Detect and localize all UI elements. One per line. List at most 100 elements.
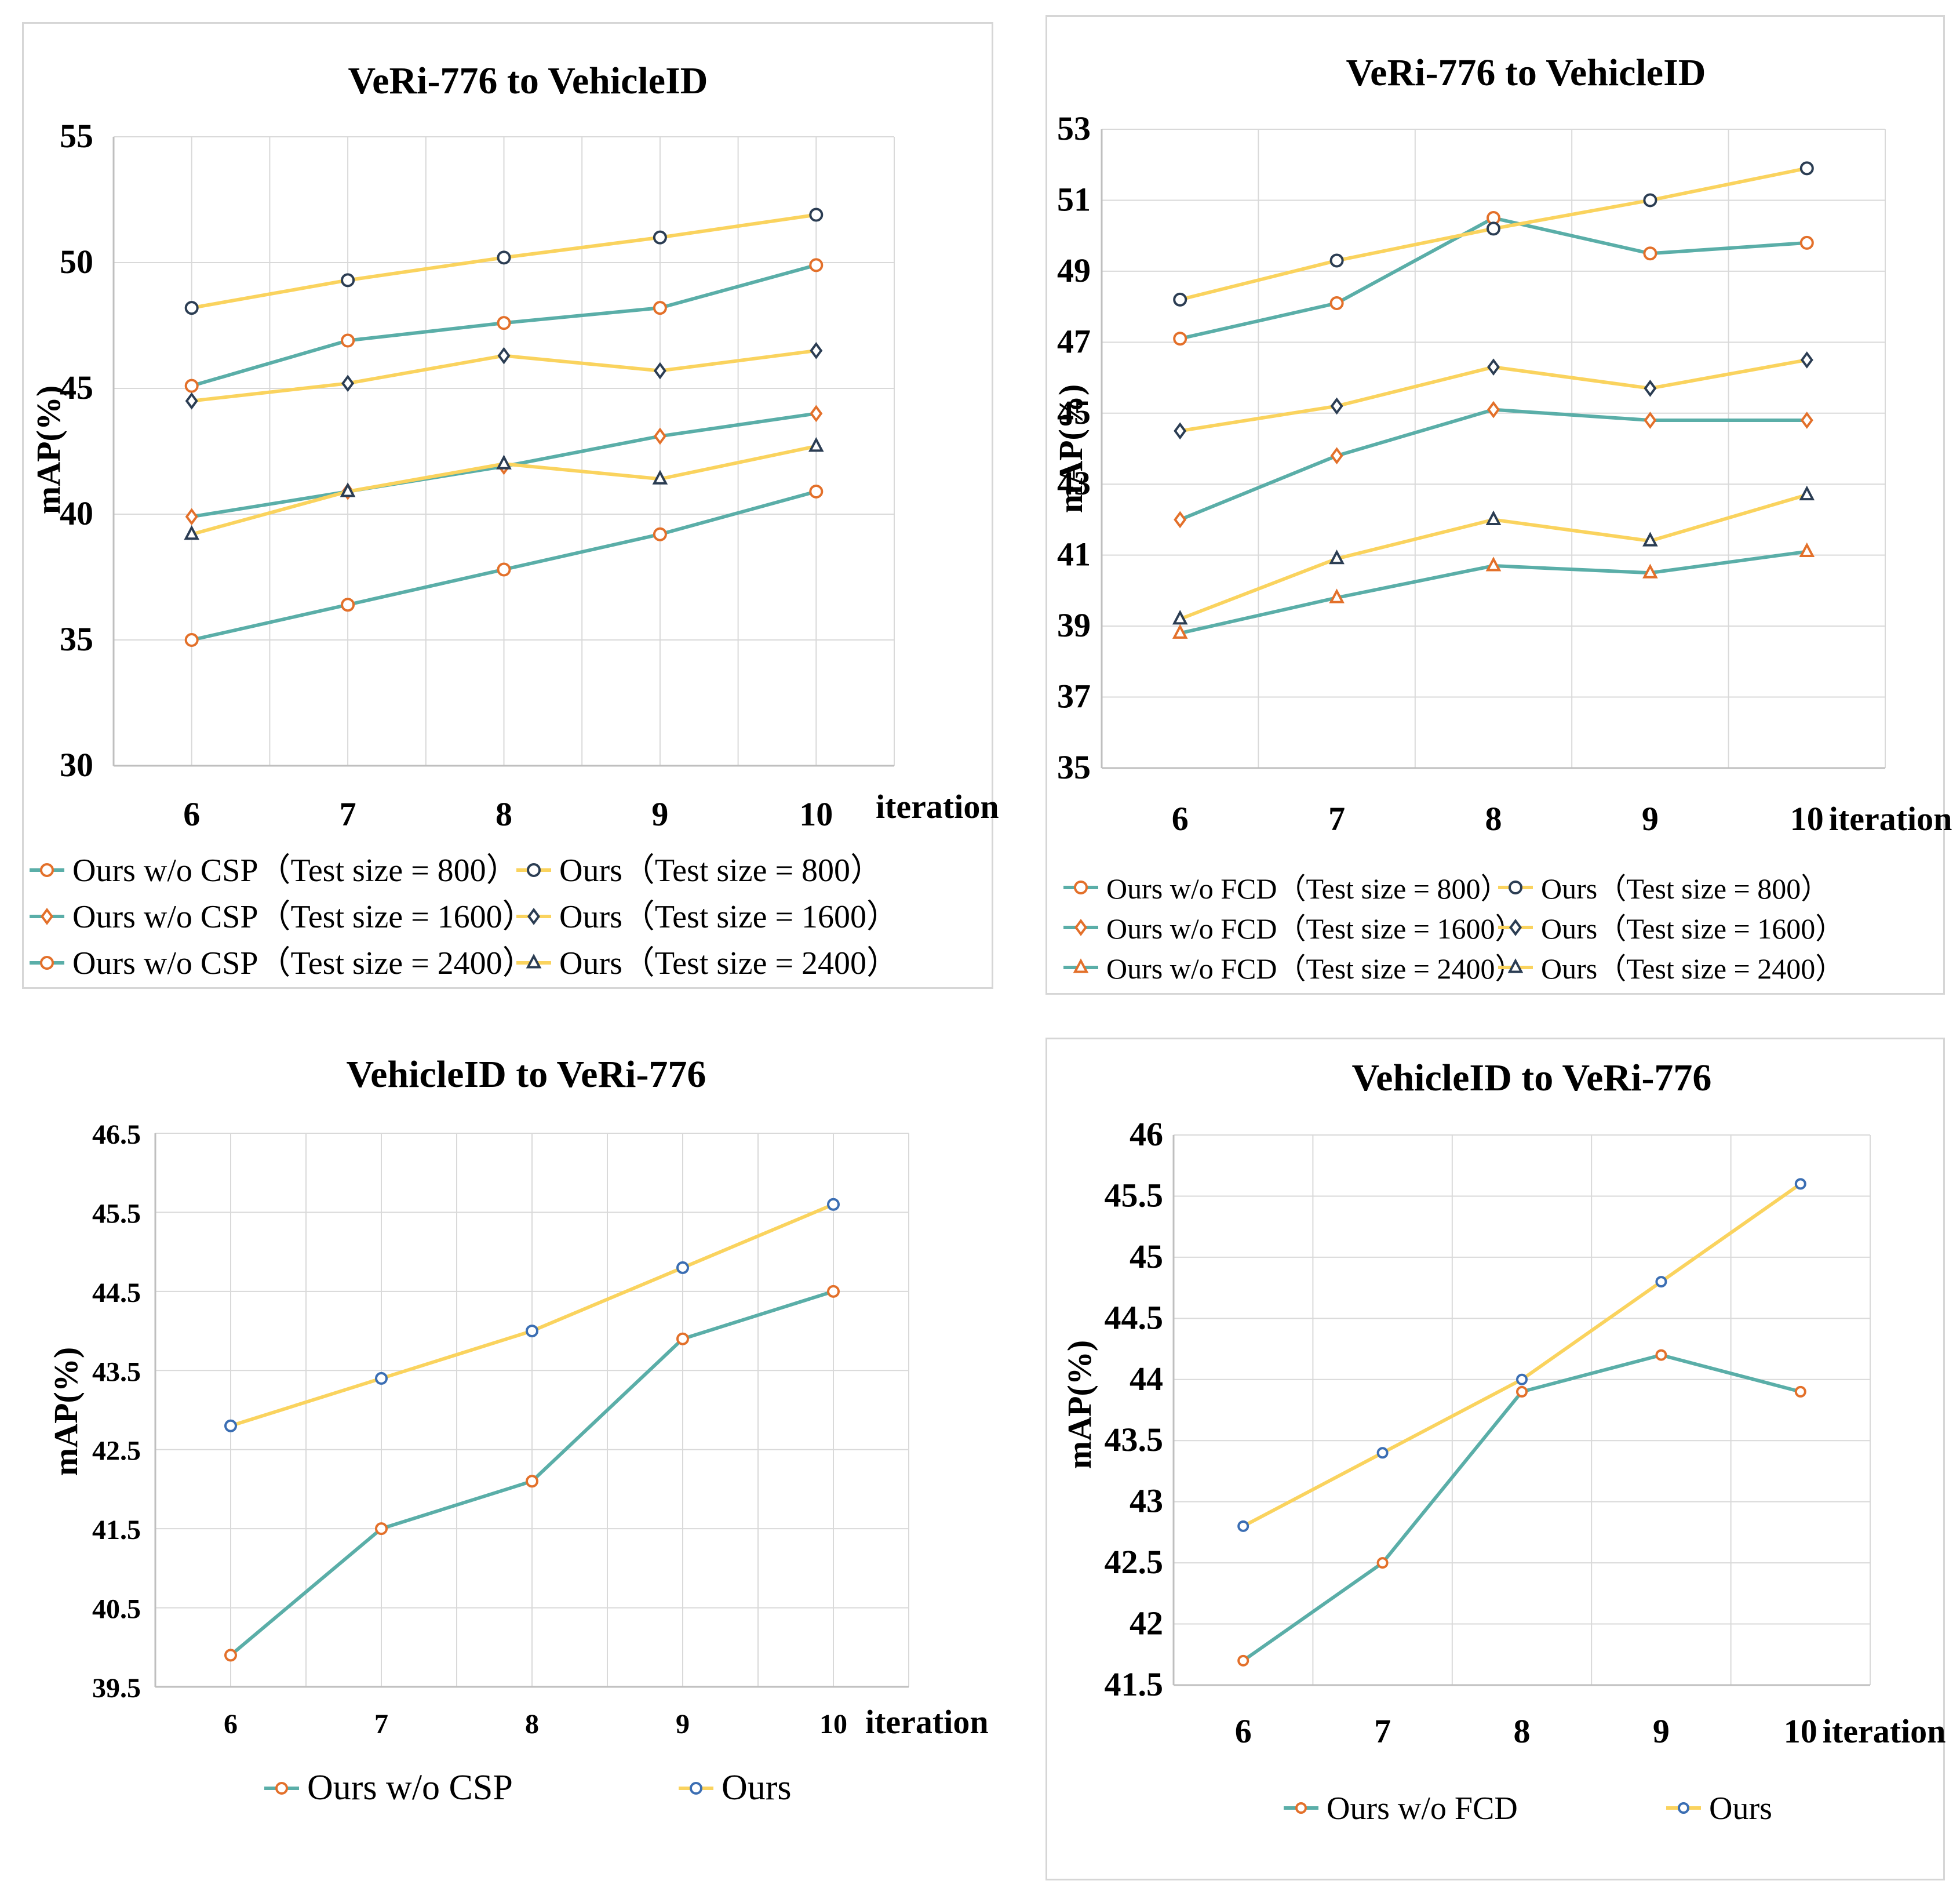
data-point bbox=[1794, 1385, 1806, 1398]
data-point bbox=[1799, 235, 1814, 250]
data-point bbox=[1794, 1178, 1806, 1190]
data-point bbox=[1799, 542, 1815, 558]
data-point bbox=[184, 301, 199, 315]
data-point bbox=[375, 1522, 388, 1536]
y-tick-label: 39 bbox=[1057, 606, 1091, 644]
x-tick-label: 9 bbox=[676, 1709, 690, 1740]
data-point bbox=[185, 508, 198, 526]
x-tick-label: 10 bbox=[1790, 800, 1824, 838]
legend: Ours w/o CSP（Test size = 800） Ours（Test s… bbox=[30, 853, 899, 981]
x-tick-label: 9 bbox=[1653, 1712, 1670, 1750]
data-point bbox=[185, 392, 198, 410]
data-point bbox=[224, 1649, 237, 1662]
y-tick-label: 43 bbox=[1057, 464, 1091, 502]
data-point bbox=[809, 484, 824, 499]
series-1 bbox=[224, 1198, 840, 1432]
legend-swatch-marker bbox=[526, 954, 542, 969]
data-point bbox=[340, 482, 356, 497]
series-1 bbox=[184, 208, 824, 315]
legend-swatch-marker bbox=[41, 908, 53, 925]
data-point bbox=[1485, 510, 1502, 525]
y-tick-label: 40.5 bbox=[92, 1594, 141, 1625]
x-tick-label: 9 bbox=[651, 795, 668, 833]
legend-item: Ours（Test size = 800） bbox=[516, 853, 883, 889]
legend-label: Ours w/o FCD（Test size = 800） bbox=[1106, 872, 1510, 905]
chart-top-left: VeRi-776 to VehicleID 30 35 40 45 50 55 6 7 8 9 10 i… bbox=[30, 60, 999, 981]
chart-bottom-right: VehicleID to VeRi-776 41.5 42 42.5 43 43.5 44 4… bbox=[1061, 1057, 1946, 1827]
legend-swatch-marker bbox=[527, 863, 541, 877]
x-axis-label: iteration bbox=[865, 1703, 989, 1741]
data-point bbox=[184, 525, 200, 540]
x-tick-label: 10 bbox=[819, 1709, 847, 1740]
legend-label: Ours（Test size = 800） bbox=[1541, 872, 1830, 905]
series-0 bbox=[1237, 1349, 1806, 1667]
x-tick-label: 6 bbox=[1235, 1712, 1252, 1750]
data-point bbox=[497, 562, 511, 577]
legend-item: Ours w/o FCD（Test size = 2400） bbox=[1063, 952, 1524, 985]
data-point bbox=[676, 1261, 689, 1274]
y-tick-label: 44.5 bbox=[1105, 1298, 1164, 1336]
legend-item: Ours w/o FCD bbox=[1284, 1791, 1518, 1827]
data-point bbox=[1174, 511, 1187, 529]
data-point bbox=[1329, 296, 1344, 310]
y-tick-label: 51 bbox=[1057, 180, 1091, 218]
data-point bbox=[1330, 447, 1343, 465]
legend-label: Ours w/o CSP bbox=[307, 1768, 513, 1807]
y-axis-label: mAP(%) bbox=[30, 385, 67, 514]
legend-swatch-marker bbox=[1073, 958, 1089, 973]
chart-title: VeRi-776 to VehicleID bbox=[348, 60, 708, 102]
y-tick-label: 43.5 bbox=[92, 1356, 141, 1387]
y-axis-label: mAP(%) bbox=[1061, 1340, 1098, 1469]
y-tick-label: 47 bbox=[1057, 322, 1091, 360]
y-axis-label: mAP(%) bbox=[1052, 384, 1090, 513]
data-point bbox=[224, 1419, 237, 1432]
legend: Ours w/o FCD Ours bbox=[1284, 1791, 1772, 1827]
x-tick-label: 7 bbox=[374, 1709, 388, 1740]
legend-label: Ours（Test size = 2400） bbox=[559, 945, 899, 981]
data-point bbox=[1800, 412, 1813, 429]
data-point bbox=[827, 1198, 840, 1211]
legend-swatch-marker bbox=[275, 1782, 288, 1795]
data-point bbox=[341, 273, 355, 288]
y-tick-label: 30 bbox=[60, 746, 93, 784]
data-point bbox=[1173, 332, 1187, 346]
data-point bbox=[1487, 221, 1500, 236]
data-point bbox=[1485, 556, 1502, 572]
x-tick-label: 9 bbox=[1642, 800, 1659, 838]
legend-swatch-marker bbox=[1678, 1802, 1689, 1814]
data-point bbox=[1655, 1276, 1667, 1288]
legend-item: Ours（Test size = 2400） bbox=[516, 945, 899, 981]
x-axis-label: iteration bbox=[1829, 800, 1952, 838]
legend-label: Ours bbox=[722, 1768, 792, 1807]
data-point bbox=[341, 374, 355, 392]
data-point bbox=[1376, 1447, 1389, 1459]
legend-label: Ours bbox=[1709, 1791, 1772, 1827]
legend-label: Ours（Test size = 1600） bbox=[559, 899, 899, 935]
y-tick-label: 44.5 bbox=[92, 1278, 141, 1308]
x-tick-label: 8 bbox=[525, 1709, 539, 1740]
y-tick-label: 43 bbox=[1130, 1482, 1163, 1520]
legend-swatch-marker bbox=[690, 1782, 702, 1795]
data-point bbox=[341, 333, 355, 348]
data-point bbox=[1172, 624, 1188, 639]
y-tick-label: 41.5 bbox=[92, 1515, 141, 1545]
y-tick-label: 42.5 bbox=[1105, 1543, 1164, 1581]
chart-title: VeRi-776 to VehicleID bbox=[1346, 52, 1706, 94]
series-5 bbox=[1172, 485, 1815, 625]
series-line bbox=[1179, 408, 1807, 522]
legend-swatch-marker bbox=[1507, 958, 1524, 973]
legend-swatch-marker bbox=[1509, 919, 1522, 936]
legend-item: Ours bbox=[1666, 1791, 1772, 1827]
data-point bbox=[1237, 1520, 1249, 1532]
y-tick-label: 39.5 bbox=[92, 1673, 141, 1704]
data-point bbox=[1173, 292, 1187, 307]
y-tick-label: 45.5 bbox=[92, 1198, 141, 1229]
data-point bbox=[653, 527, 667, 541]
legend: Ours w/o CSP Ours bbox=[264, 1768, 792, 1807]
data-point bbox=[1642, 563, 1658, 579]
data-point bbox=[810, 405, 823, 423]
y-tick-label: 49 bbox=[1057, 252, 1091, 289]
data-point bbox=[676, 1332, 689, 1345]
x-axis-label: iteration bbox=[876, 788, 999, 825]
y-tick-label: 41.5 bbox=[1105, 1665, 1164, 1703]
